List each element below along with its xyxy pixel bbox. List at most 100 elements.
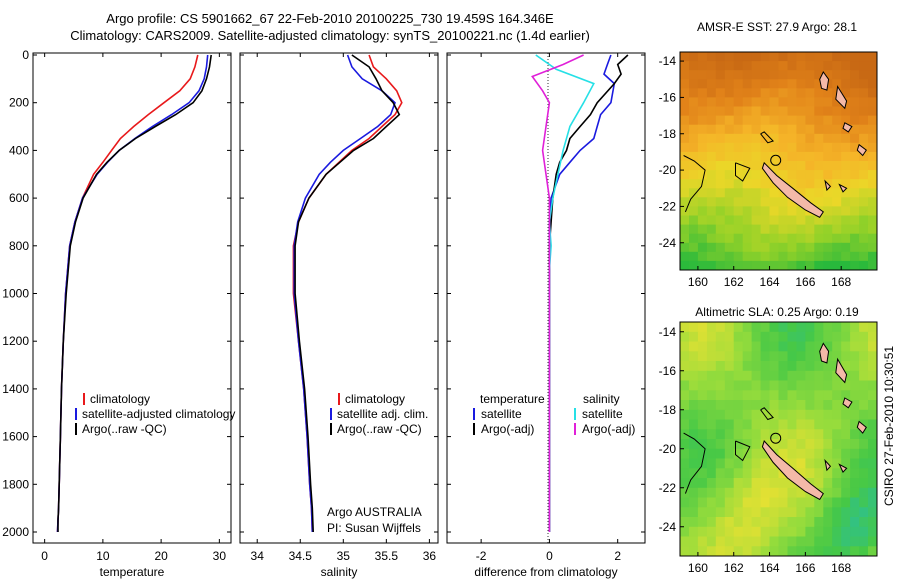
heatmap-cell [769, 546, 780, 556]
heatmap-cell [850, 151, 860, 162]
heatmap-cell [742, 197, 753, 207]
heatmap-cell [841, 458, 851, 469]
heatmap-cell [760, 409, 771, 421]
heatmap-cell [796, 151, 806, 162]
heatmap-cell [805, 251, 815, 262]
heatmap-cell [724, 351, 735, 362]
heatmap-cell [742, 215, 753, 226]
heatmap-cell [680, 170, 690, 180]
heatmap-cell [796, 242, 806, 253]
heatmap-cell [796, 536, 806, 547]
x-tick-label: 34.5 [289, 549, 313, 563]
heatmap-cell [850, 161, 860, 171]
heatmap-cell [742, 380, 753, 391]
heatmap-cell [715, 351, 726, 362]
heatmap-cell [823, 52, 833, 62]
heatmap-cell [859, 206, 869, 217]
heatmap-cell [680, 458, 690, 469]
heatmap-cell [751, 487, 762, 499]
heatmap-cell [778, 52, 789, 62]
heatmap-cell [697, 260, 708, 270]
heatmap-cell [814, 536, 824, 547]
heatmap-cell [742, 251, 753, 262]
heatmap-cell [832, 370, 842, 382]
heatmap-cell [760, 507, 771, 518]
heatmap-cell [760, 151, 771, 162]
map-x-tick-label: 166 [795, 275, 815, 289]
heatmap-cell [796, 419, 806, 430]
heatmap-cell [805, 468, 815, 479]
temperature-axes-frame [32, 52, 232, 544]
heatmap-cell [814, 260, 824, 270]
heatmap-cell [724, 52, 735, 62]
heatmap-cell [697, 370, 708, 382]
heatmap-cell [787, 546, 798, 556]
heatmap-cell [850, 526, 860, 538]
heatmap-cell [697, 478, 708, 489]
heatmap-cell [769, 380, 780, 391]
heatmap-cell [868, 242, 877, 253]
heatmap-cell [868, 151, 877, 162]
heatmap-cell [850, 106, 860, 117]
heatmap-cell [805, 260, 815, 270]
heatmap-cell [689, 322, 699, 333]
heatmap-cell [778, 331, 789, 343]
heatmap-cell [796, 507, 806, 518]
heatmap-cell [832, 161, 842, 171]
heatmap-cell [760, 322, 771, 333]
heatmap-cell [751, 331, 762, 343]
heatmap-cell [742, 468, 753, 479]
difference-legend: temperature salinity satellite Argo(-adj… [473, 392, 635, 436]
heatmap-cell [814, 322, 824, 333]
heatmap-cell [689, 70, 699, 80]
heatmap-cell [850, 351, 860, 362]
x-tick-label: 10 [96, 549, 110, 563]
sla-map-frame [679, 321, 878, 557]
temperature-series [56, 54, 212, 533]
heatmap-cell [724, 429, 735, 440]
heatmap-cell [823, 115, 833, 126]
heatmap-cell [680, 115, 690, 126]
heatmap-cell [733, 188, 744, 198]
heatmap-cell [850, 536, 860, 547]
heatmap-cell [742, 409, 753, 421]
heatmap-cell [805, 188, 815, 198]
heatmap-cell [814, 409, 824, 421]
heatmap-cell [823, 390, 833, 401]
heatmap-cell [823, 341, 833, 352]
map-x-tick-label: 164 [760, 275, 780, 289]
heatmap-cell [680, 251, 690, 262]
heatmap-cell [733, 478, 744, 489]
heatmap-cell [841, 429, 851, 440]
heatmap-cell [859, 448, 869, 460]
heatmap-cell [814, 251, 824, 262]
heatmap-cell [751, 224, 762, 235]
heatmap-cell [832, 429, 842, 440]
heatmap-cell [760, 179, 771, 189]
heatmap-cell [787, 409, 798, 421]
heatmap-cell [697, 70, 708, 80]
heatmap-cell [805, 79, 815, 89]
heatmap-cell [706, 458, 717, 469]
heatmap-cell [680, 419, 690, 430]
heatmap-cell [769, 206, 780, 217]
heatmap-cell [859, 170, 869, 180]
heatmap-cell [823, 497, 833, 508]
heatmap-cell [733, 161, 744, 171]
heatmap-cell [850, 458, 860, 469]
heatmap-cell [841, 468, 851, 479]
heatmap-cell [706, 380, 717, 391]
heatmap-cell [778, 380, 789, 391]
heatmap-cell [760, 61, 771, 71]
heatmap-cell [823, 546, 833, 556]
heatmap-cell [787, 224, 798, 235]
legend-heading-salinity: salinity [583, 392, 620, 406]
heatmap-cell [697, 439, 708, 450]
heatmap-cell [724, 517, 735, 528]
y-tick-label: 400 [9, 143, 29, 157]
heatmap-cell [733, 106, 744, 117]
heatmap-cell [689, 439, 699, 450]
heatmap-cell [841, 179, 851, 189]
heatmap-cell [697, 536, 708, 547]
heatmap-cell [733, 97, 744, 108]
